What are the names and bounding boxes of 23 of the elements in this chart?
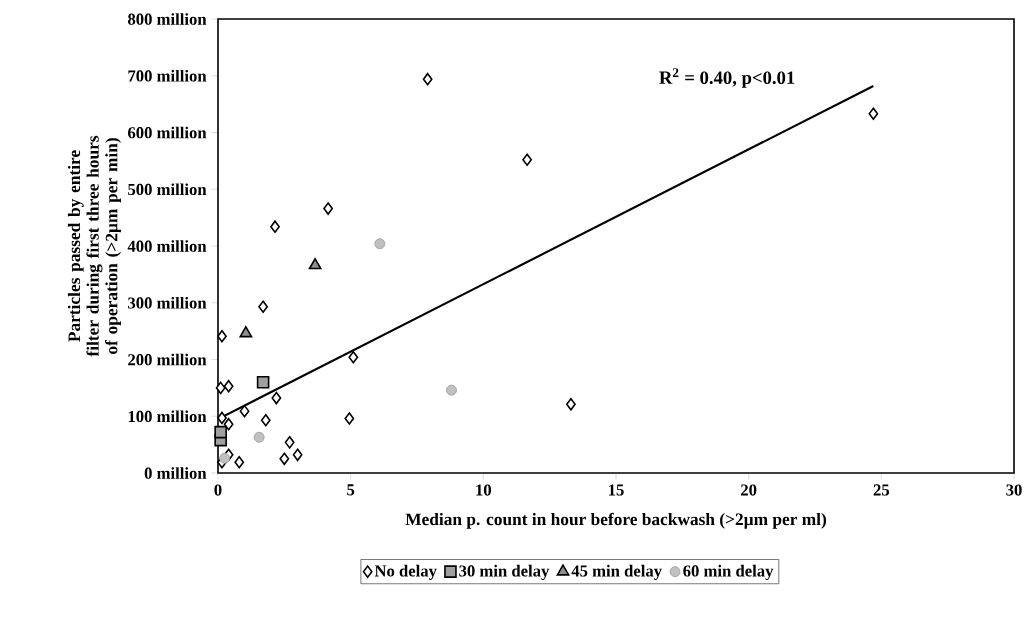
- y-tick-label: 500 million: [128, 183, 207, 196]
- legend-label: No delay: [374, 564, 437, 581]
- x-tick-label: 0: [214, 484, 222, 496]
- x-axis-title: Median p. count in hour before backwash (>2µm per ml): [405, 512, 827, 529]
- legend-label: 60 min delay: [683, 564, 774, 581]
- x-tick-label: 10: [476, 484, 492, 496]
- y-tick-label: 300 million: [128, 296, 207, 309]
- x-tick-label: 25: [873, 484, 890, 496]
- legend-label: 30 min delay: [459, 564, 550, 581]
- x-tick-label: 5: [347, 484, 355, 496]
- x-tick-label: 20: [741, 484, 757, 496]
- y-tick-label: 600 million: [128, 126, 207, 139]
- y-axis-title: Particles passed by entire filter during first three hours of operation (>2µm per min): [67, 135, 121, 357]
- legend-label: 45 min delay: [571, 564, 662, 581]
- y-tick-label: 0 million: [144, 467, 207, 479]
- x-tick-label: 15: [609, 484, 624, 496]
- y-tick-label: 400 million: [127, 240, 207, 252]
- annotation: R$^{2}$ = 0.40, p<0.01: [659, 68, 795, 88]
- y-tick-label: 200 million: [128, 353, 207, 366]
- y-tick-label: 800 million: [127, 13, 207, 25]
- y-tick-label: 700 million: [128, 69, 207, 82]
- y-tick-label: 100 million: [128, 410, 207, 423]
- x-tick-label: 30: [1006, 484, 1022, 496]
